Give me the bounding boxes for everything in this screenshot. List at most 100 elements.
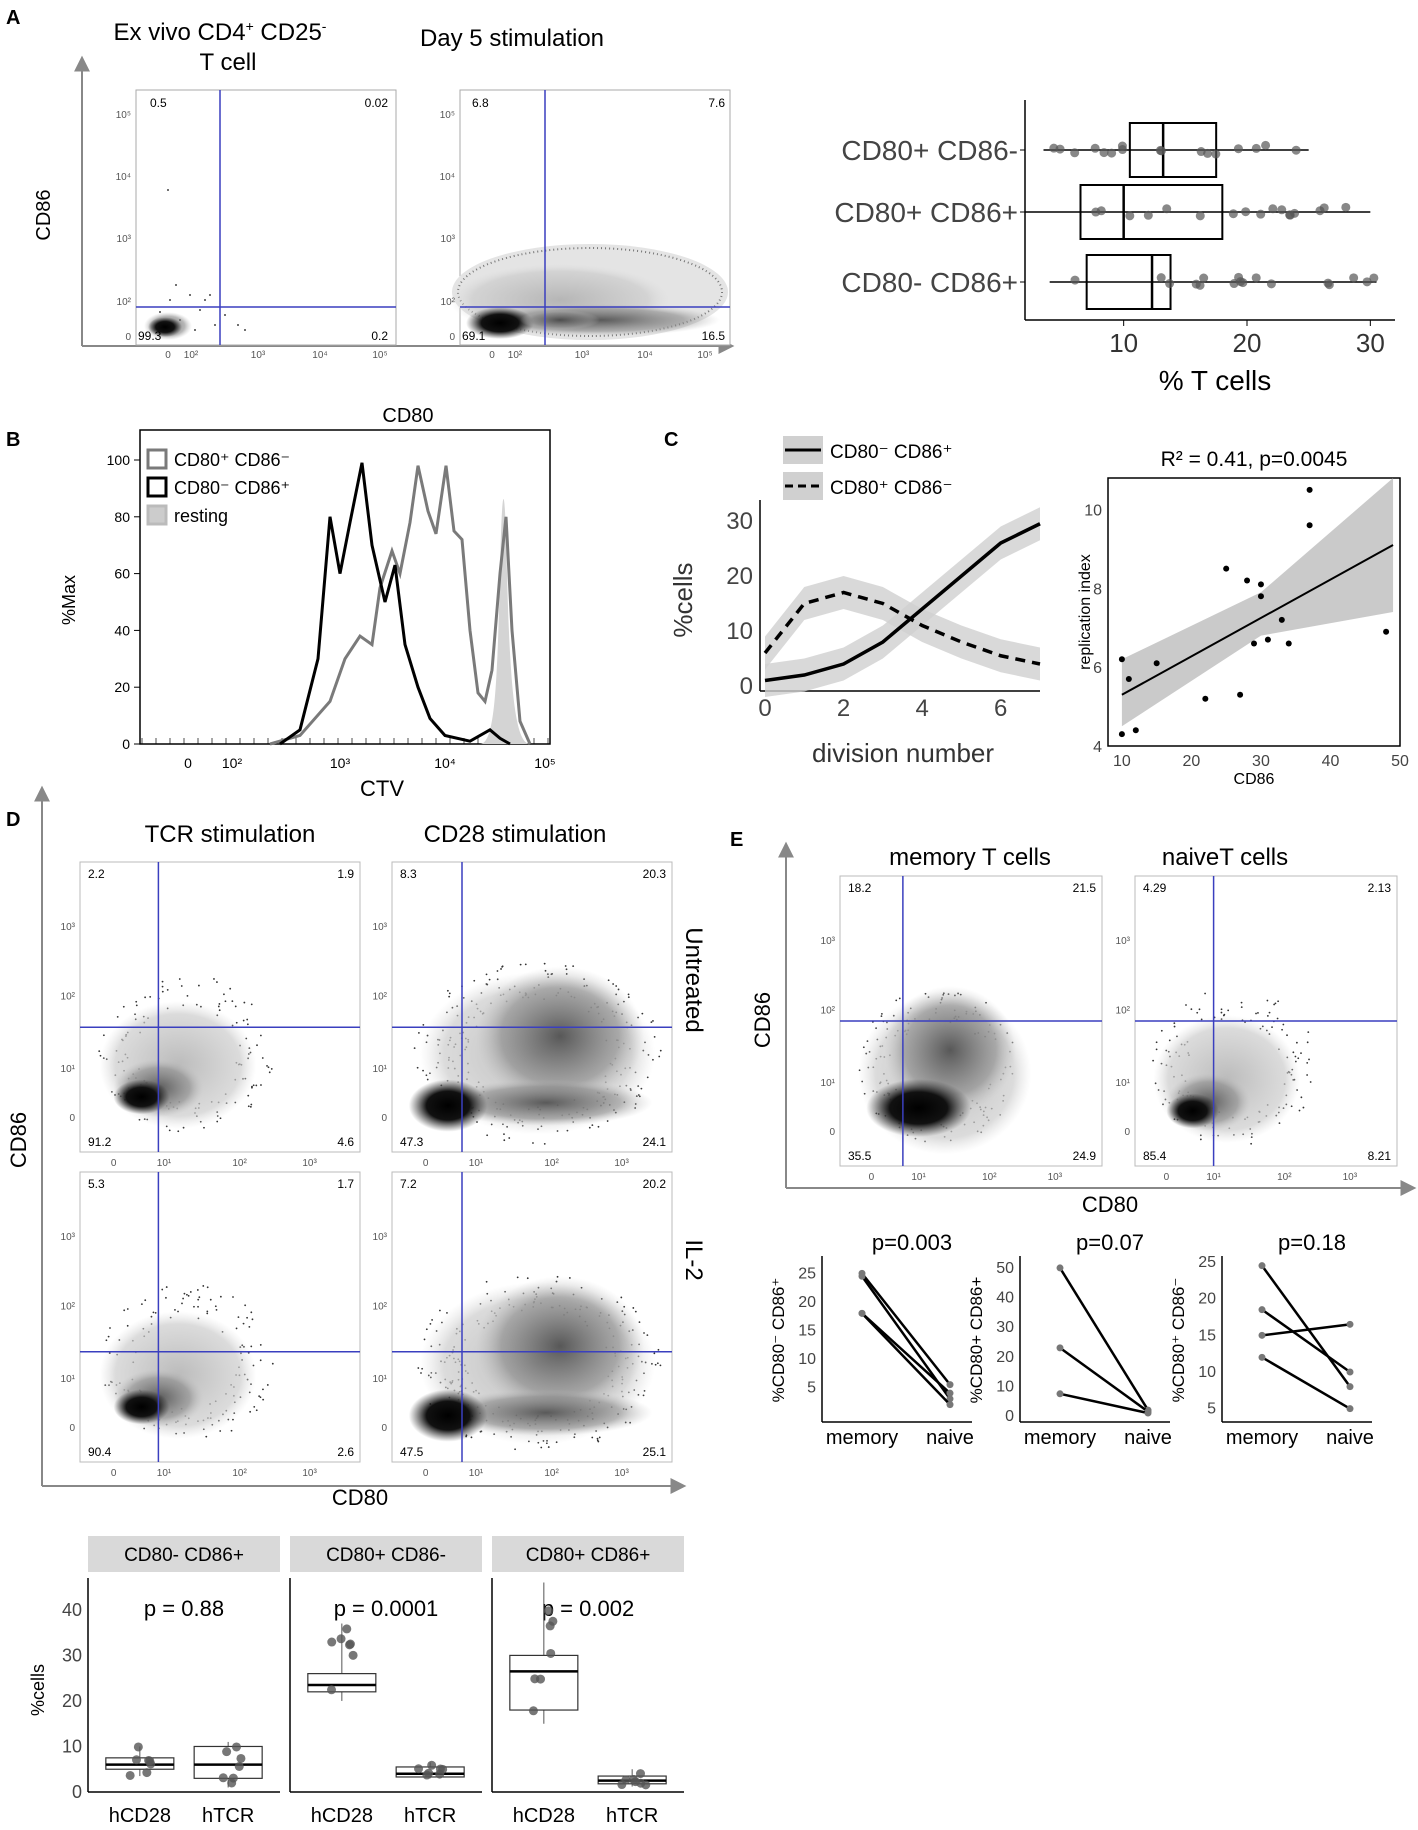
data-point <box>1341 202 1351 212</box>
event-dot <box>259 1396 262 1399</box>
event-dot <box>547 1446 550 1448</box>
paired-line <box>1059 1392 1149 1415</box>
y-tick-label: 10¹ <box>1116 1078 1131 1089</box>
data-point <box>1143 210 1153 220</box>
box <box>307 1673 377 1693</box>
panel-e-col-title-naive: naiveT cells <box>1162 844 1288 871</box>
quad-lr: 8.21 <box>1368 1149 1392 1163</box>
event-dot <box>196 1289 199 1291</box>
event-dot <box>250 1003 253 1006</box>
event-dot <box>217 1005 220 1008</box>
density-band <box>439 1389 653 1436</box>
event-dot <box>249 1105 252 1108</box>
data-point <box>546 1648 556 1658</box>
x-tick-label: 30 <box>1356 328 1385 358</box>
x-category-label: hTCR <box>606 1805 658 1827</box>
data-point <box>1191 279 1201 289</box>
y-tick-label: 10¹ <box>373 1064 388 1075</box>
event-dot <box>242 1019 245 1022</box>
data-point <box>1241 207 1251 217</box>
category-label: CD80+ CD86- <box>841 135 1018 166</box>
paired-line <box>1261 1323 1351 1337</box>
svg-text:10³: 10³ <box>441 234 456 245</box>
data-point <box>1264 636 1271 643</box>
event-dot <box>250 1345 253 1348</box>
quad-ur: 1.7 <box>337 1177 354 1191</box>
data-point <box>1257 581 1264 588</box>
data-point <box>1125 211 1135 221</box>
event-dot <box>229 987 232 990</box>
event-dot <box>429 1322 432 1325</box>
y-tick-label: 10³ <box>61 1232 76 1243</box>
x-category-label: hTCR <box>202 1805 254 1827</box>
legend-swatch <box>146 476 168 498</box>
quad-lr: 16.5 <box>702 329 726 343</box>
event-dot <box>168 1129 171 1132</box>
quad-ul: 5.3 <box>88 1177 105 1191</box>
density-band <box>439 1079 653 1126</box>
event-dot <box>259 1344 262 1346</box>
panel-d-ylabel: CD86 <box>6 1112 31 1168</box>
density-mid <box>476 1276 644 1416</box>
data-point <box>1306 522 1313 529</box>
density-core <box>408 1079 488 1132</box>
event-dot <box>116 1015 119 1018</box>
svg-text:10⁵: 10⁵ <box>440 110 455 121</box>
quad-lr: 0.2 <box>371 329 388 343</box>
panel-c-curves: 30 20 10 00 2 4 6 %cells division number CD80⁻ CD… <box>668 436 1041 768</box>
naive-point <box>1346 1320 1354 1328</box>
event-dot <box>1273 1003 1276 1006</box>
data-point <box>145 1756 155 1766</box>
y-axis-label: %Max <box>59 575 79 625</box>
y-tick-label: 80 <box>114 509 130 525</box>
event-dot <box>215 1309 218 1311</box>
x-tick-label: 10³ <box>1343 1172 1358 1183</box>
event-dot <box>213 978 215 980</box>
data-point <box>1251 143 1261 153</box>
legend-label: CD80⁻ CD86⁺ <box>174 478 290 498</box>
paired-line <box>1261 1356 1351 1410</box>
y-tick-label: 20 <box>798 1294 816 1311</box>
event-dot <box>1250 1142 1253 1145</box>
box <box>509 1654 579 1711</box>
data-point <box>1285 640 1292 647</box>
quad-ll: 90.4 <box>88 1445 112 1459</box>
paired-line <box>861 1272 951 1386</box>
event-dot <box>1266 1014 1269 1017</box>
event-dot <box>1306 1074 1309 1076</box>
event-dot <box>218 1003 221 1005</box>
event-dot <box>1281 1028 1283 1031</box>
event-dot <box>197 1305 199 1308</box>
data-point <box>131 1755 141 1765</box>
event-dot <box>1286 1034 1288 1037</box>
event-dot <box>1160 1029 1163 1032</box>
event-dot <box>501 965 504 968</box>
event-dot <box>149 995 152 998</box>
data-point <box>1362 277 1372 287</box>
data-point <box>427 1760 437 1770</box>
fit-line <box>1121 544 1394 696</box>
svg-text:10⁴: 10⁴ <box>440 172 455 183</box>
y-tick-label: 10² <box>821 1005 836 1016</box>
panel-e-paired-plots: p=0.003 %CD80⁻ CD86⁺ 25 20 15 10 5 memory naive p… <box>769 1230 1374 1449</box>
facet-strip <box>290 1536 482 1572</box>
data-point <box>617 1780 627 1790</box>
svg-text:10⁴: 10⁴ <box>116 172 131 183</box>
data-point <box>1306 486 1313 493</box>
svg-text:0: 0 <box>125 332 131 343</box>
data-point <box>1256 209 1266 219</box>
y-tick-label: 10³ <box>61 922 76 933</box>
svg-text:10²: 10² <box>508 350 523 361</box>
flow-plot: 18.2 21.5 35.5 24.9 10³ 10² 10¹ 0 0 10¹ 10² 10³ <box>821 875 1103 1183</box>
event-dot <box>209 1298 212 1301</box>
naive-point <box>946 1401 954 1409</box>
naive-point <box>1346 1405 1354 1413</box>
event-dot <box>652 1020 654 1022</box>
event-dot <box>1309 1081 1312 1083</box>
panel-label-b: B <box>6 429 20 451</box>
y-tick-label: 10² <box>373 1301 388 1312</box>
event-dot <box>1220 1008 1223 1011</box>
event-dot <box>144 1299 147 1302</box>
data-point <box>218 1773 228 1783</box>
